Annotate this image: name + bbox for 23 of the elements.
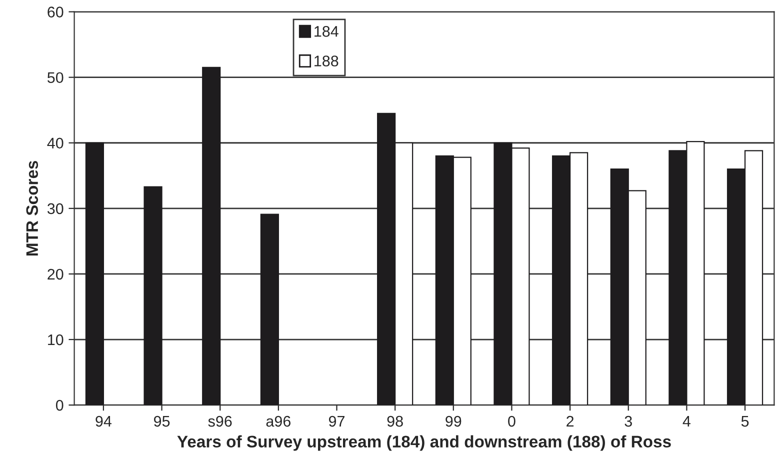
x-tick-label: 4 [682,416,690,427]
x-axis-title: Years of Survey upstream (184) and downstream (188) of Ross [177,435,671,451]
x-tick-label: 97 [328,416,344,427]
y-axis-title: MTR Scores [26,160,38,256]
y-tick-label: 60 [48,6,64,18]
y-tick-label: 30 [47,203,64,214]
x-tick-label: 98 [387,416,403,427]
y-tick-label: 50 [47,72,64,84]
y-tick-label: 10 [48,334,64,346]
y-tick-label: 20 [48,268,64,280]
x-tick-label: a96 [266,416,290,427]
x-tick-label: 99 [446,416,462,427]
x-tick-label: 94 [96,416,112,427]
legend-label: 188 [314,56,338,66]
x-tick-label: 2 [566,416,574,427]
y-tick-label: 0 [56,400,64,411]
y-tick-label: 40 [47,138,64,149]
x-tick-label: 95 [154,416,170,427]
x-tick-label: 5 [741,416,749,427]
x-tick-label: s96 [208,416,232,427]
x-tick-label: 3 [624,416,632,427]
legend-label: 184 [314,26,338,37]
x-tick-label: 0 [508,416,516,427]
